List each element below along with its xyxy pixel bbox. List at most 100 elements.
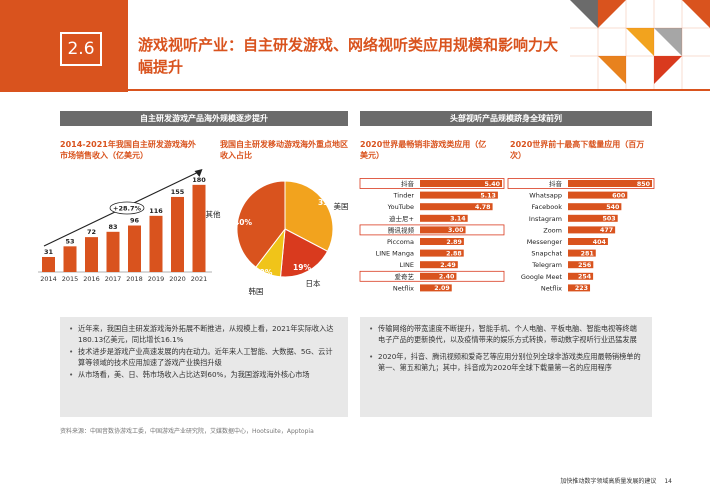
download-value-label: 256 (578, 262, 592, 269)
left-notes-panel: 近年来，我国自主研发游戏海外拓展不断推进，从规模上看，2021年实际收入达180… (60, 317, 348, 417)
bar-2021 (192, 184, 206, 272)
section-number-block: 2.6 (0, 0, 128, 92)
left-note-item: 技术进步是游戏产业高速发展的内在动力。近年来人工智能、大数据、5G、云计算等领域… (69, 346, 338, 368)
growth-arrow-head (194, 169, 203, 177)
download-category-label: Snapchat (531, 250, 562, 258)
growth-annotation-label: +28.7% (113, 205, 141, 213)
download-highlight-box (507, 178, 655, 189)
revenue-category-label: Netflix (393, 284, 414, 292)
revenue-category-label: 腾讯视频 (388, 225, 415, 234)
download-category-label: Google Meet (521, 273, 563, 281)
revenue-category-label: 抖音 (401, 179, 415, 188)
revenue-bar-LINE Manga (420, 249, 464, 257)
revenue-highlight-box (359, 178, 505, 189)
revenue-category-label: Tinder (393, 192, 415, 200)
section-number-frame: 2.6 (60, 32, 102, 66)
download-category-label: Telegram (531, 261, 562, 269)
pie-slice-日本 (279, 228, 329, 278)
revenue-value-label: 5.13 (480, 192, 496, 199)
bar-2014 (42, 256, 55, 272)
revenue-category-label: Piccoma (387, 238, 414, 246)
revenue-value-label: 2.40 (439, 274, 455, 281)
download-bar-Netflix (568, 284, 591, 292)
bar-value-label: 53 (65, 237, 74, 245)
revenue-category-label: 爱奇艺 (395, 272, 415, 281)
pie-region-label: 其他 (206, 209, 221, 219)
x-tick-label: 2018 (126, 275, 143, 283)
download-value-label: 223 (575, 285, 588, 292)
revenue-bar-腾讯视频 (420, 226, 466, 234)
revenue-bar-Tinder (420, 191, 498, 199)
bar-2019 (149, 215, 163, 272)
x-tick-label: 2014 (40, 275, 57, 283)
x-tick-label: 2016 (83, 275, 100, 283)
revenue-category-label: LINE Manga (376, 250, 414, 258)
download-category-label: Zoom (543, 226, 562, 234)
download-bar-Whatsapp (568, 191, 628, 199)
download-category-label: Facebook (531, 203, 562, 211)
bar-value-label: 155 (171, 188, 185, 196)
pie-region-label: 韩国 (249, 286, 264, 296)
right-notes-panel: 传输网络的带宽速度不断提升，智能手机、个人电脑、平板电脑、智能电视等终端电子产品… (360, 317, 652, 417)
pie-slice-其他 (236, 180, 286, 268)
revenue-value-label: 2.89 (446, 239, 462, 246)
source-note: 资料来源：中国音数协游戏工委，中国游戏产业研究院，艾媒数据中心，Hootsuit… (60, 428, 314, 435)
bar-2020 (171, 196, 184, 272)
revenue-value-label: 2.09 (434, 285, 450, 292)
download-bar-Zoom (568, 226, 616, 234)
revenue-category-label: YouTube (387, 203, 414, 211)
revenue-bar-迪士尼+ (420, 214, 468, 222)
bar-value-label: 116 (149, 207, 163, 215)
download-value-label: 850 (637, 181, 651, 188)
revenue-bar-Netflix (420, 284, 452, 292)
revenue-bar-抖音 (420, 180, 502, 187)
x-tick-label: 2020 (169, 275, 186, 283)
revenue-chart-subtitle: 2020世界最畅销非游戏类应用（亿美元） (360, 140, 487, 160)
pie-percent-label: 19% (293, 263, 311, 272)
right-panel-header: 头部视听产品规模跻身全球前列 (360, 111, 652, 126)
bar-value-label: 72 (87, 228, 96, 236)
x-tick-label: 2015 (62, 275, 79, 283)
download-value-label: 477 (600, 227, 613, 234)
revenue-bar-爱奇艺 (420, 272, 457, 280)
pie-chart-subtitle: 我国自主研发移动游戏海外重点地区收入占比 (220, 140, 348, 160)
bar-2018 (128, 225, 141, 272)
download-category-label: Whatsapp (529, 192, 562, 200)
bar-2017 (106, 231, 120, 272)
pie-percent-label: 40% (234, 218, 252, 227)
download-bar-Facebook (568, 203, 622, 211)
x-tick-label: 2019 (148, 275, 165, 283)
title-divider (128, 89, 710, 91)
revenue-category-label: 迪士尼+ (389, 214, 414, 223)
decorative-triangles (570, 0, 710, 90)
footer-text: 加快推动数字领域高质量发展的建议 (560, 478, 657, 485)
pie-percent-label: 9% (260, 268, 273, 277)
bar-value-label: 31 (44, 248, 54, 256)
bar-value-label: 96 (130, 217, 140, 225)
revenue-highlight-box (359, 224, 505, 236)
bar-2015 (63, 246, 77, 272)
left-panel-header: 自主研发游戏产品海外规模逐步提升 (60, 111, 348, 126)
download-value-label: 540 (606, 204, 620, 211)
right-note-item: 传输网络的带宽速度不断提升，智能手机、个人电脑、平板电脑、智能电视等终端电子产品… (369, 323, 642, 345)
page-title: 游戏视听产业：自主研发游戏、网络视听类应用规模和影响力大幅提升 (138, 36, 559, 76)
download-value-label: 503 (603, 216, 616, 223)
bar-value-label: 180 (192, 176, 206, 184)
download-bar-Instagram (568, 214, 618, 222)
x-tick-label: 2021 (191, 275, 208, 283)
download-bar-Google Meet (568, 272, 594, 280)
page-number: 14 (664, 478, 672, 485)
download-value-label: 281 (581, 250, 594, 257)
revenue-value-label: 2.49 (440, 262, 456, 269)
download-category-label: Messenger (527, 238, 563, 246)
revenue-value-label: 3.14 (450, 216, 466, 223)
revenue-bar-LINE (420, 261, 458, 269)
section-number: 2.6 (67, 39, 95, 59)
download-value-label: 254 (578, 274, 592, 281)
download-bar-Telegram (568, 261, 594, 269)
download-category-label: Netflix (541, 284, 562, 292)
left-note-item: 近年来，我国自主研发游戏海外拓展不断推进，从规模上看，2021年实际收入达180… (69, 323, 338, 345)
pie-slice-美国 (284, 180, 334, 252)
revenue-bar-Piccoma (420, 238, 464, 245)
